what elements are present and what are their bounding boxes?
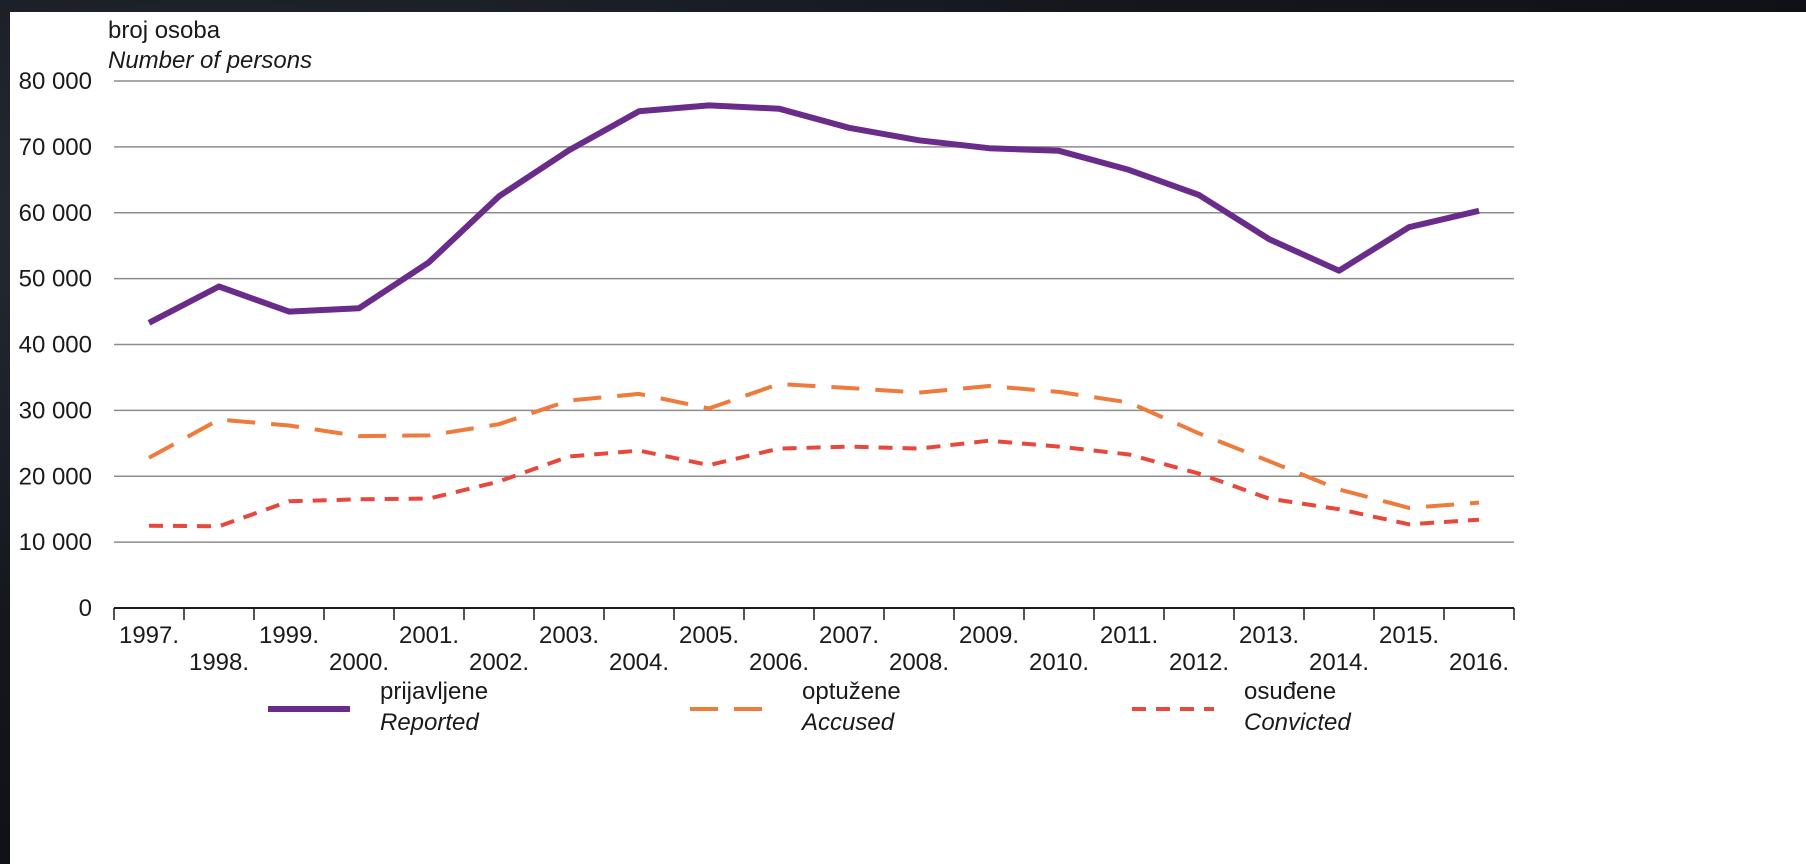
chart-panel: 0 10 000 20 000 30 000 40 000 50 000 60 000 70 … (10, 12, 1806, 864)
y-tick-label: 0 (79, 595, 92, 622)
legend-label-hr: optužene (802, 678, 901, 705)
grid-lines (114, 80, 1514, 543)
series-line-2 (148, 382, 1480, 510)
x-tick-label: 2011. (1100, 622, 1158, 649)
x-tick-label: 1999. (259, 622, 319, 649)
y-tick-label: 20 000 (19, 463, 92, 490)
x-axis: 1997. 1998. 1999. 2000. 2001. 2002. 2003. 2004.… (113, 607, 1515, 676)
y-tick-labels: 0 10 000 20 000 30 000 40 000 50 000 60 000 70 … (19, 68, 92, 622)
x-tick-label: 2010. (1029, 649, 1089, 676)
line-chart: 0 10 000 20 000 30 000 40 000 50 000 60 000 70 … (19, 17, 1515, 736)
y-axis-title-hr: broj osoba (108, 17, 221, 44)
y-tick-label: 50 000 (19, 266, 92, 293)
x-tick-label: 2000. (329, 649, 389, 676)
x-tick-label: 2015. (1379, 622, 1439, 649)
y-tick-label: 80 000 (19, 68, 92, 95)
y-axis-title-en: Number of persons (108, 47, 312, 74)
y-tick-label: 60 000 (19, 200, 92, 227)
x-tick-label: 2013. (1239, 622, 1299, 649)
x-tick-label: 2004. (609, 649, 669, 676)
x-tick-label: 2009. (959, 622, 1019, 649)
legend-label-en: Convicted (1244, 709, 1351, 736)
legend-label-en: Accused (800, 709, 895, 736)
series-lines (147, 102, 1480, 529)
x-tick-label: 2016. (1449, 649, 1509, 676)
x-tick-label: 2002. (469, 649, 529, 676)
legend: prijavljene Reported optužene Accused osuđen… (268, 678, 1351, 736)
y-tick-label: 30 000 (19, 397, 92, 424)
x-tick-label: 2006. (749, 649, 809, 676)
x-tick-label: 2008. (889, 649, 949, 676)
y-tick-label: 40 000 (19, 332, 92, 359)
y-tick-label: 70 000 (19, 134, 92, 161)
x-tick-label: 2003. (539, 622, 599, 649)
x-tick-label: 2012. (1169, 649, 1229, 676)
x-tick-label: 2005. (679, 622, 739, 649)
x-tick-label: 2014. (1309, 649, 1369, 676)
x-tick-label: 2001. (399, 622, 459, 649)
x-tick-label: 1998. (189, 649, 249, 676)
legend-label-en: Reported (380, 709, 479, 736)
y-tick-label: 10 000 (19, 529, 92, 556)
series-line-3 (148, 438, 1480, 529)
x-tick-label: 1997. (119, 622, 179, 649)
series-line-1 (147, 102, 1480, 326)
legend-label-hr: osuđene (1244, 678, 1336, 705)
x-tick-label: 2007. (819, 622, 879, 649)
legend-label-hr: prijavljene (380, 678, 488, 705)
